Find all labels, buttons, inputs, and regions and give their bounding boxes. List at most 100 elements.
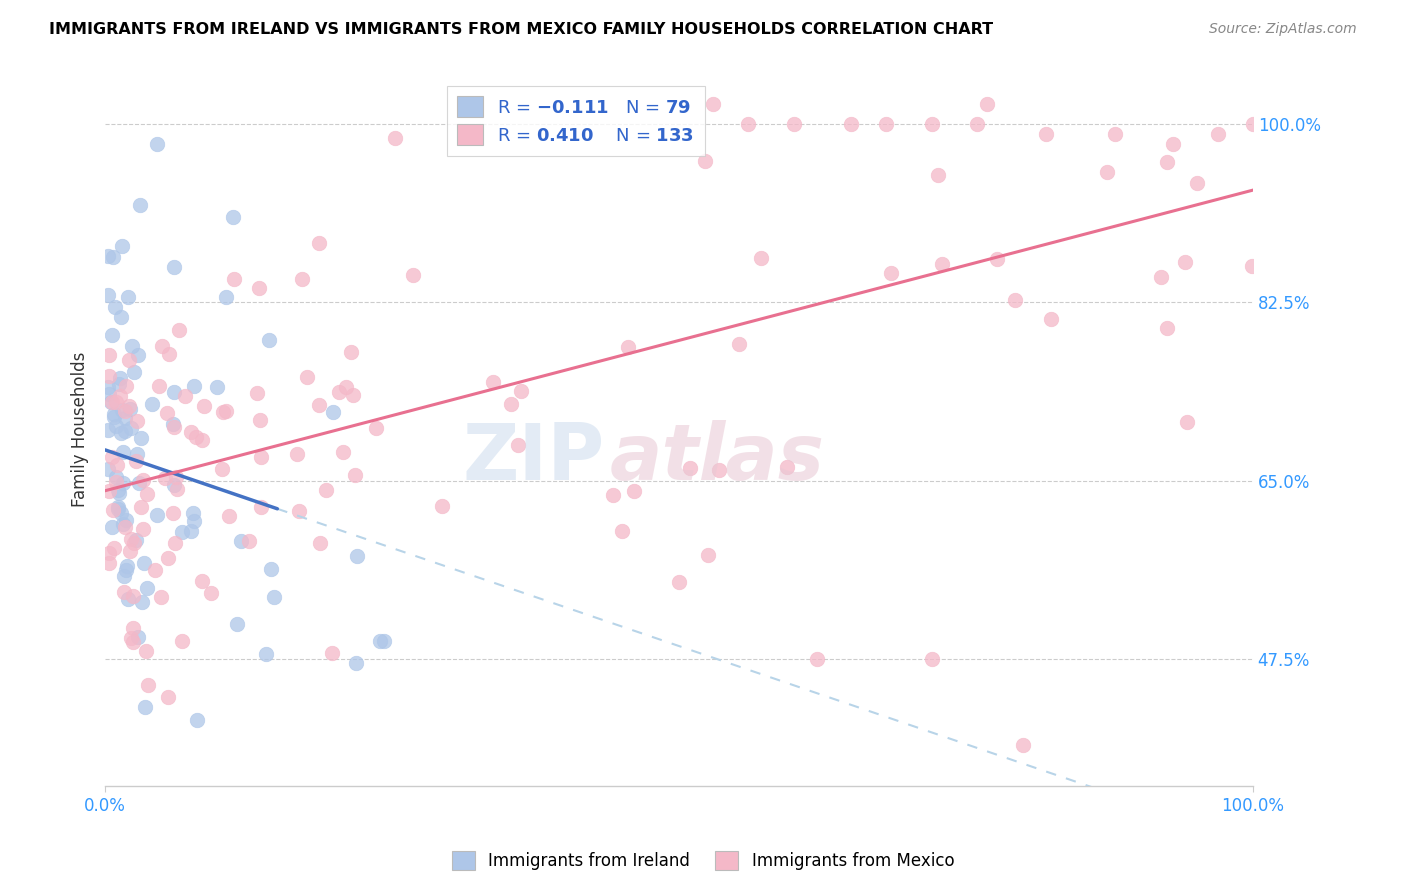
Point bbox=[101, 520, 124, 534]
Point bbox=[1208, 127, 1230, 141]
Point bbox=[328, 384, 350, 399]
Point bbox=[118, 543, 141, 558]
Point bbox=[146, 137, 169, 152]
Point bbox=[224, 272, 246, 286]
Point bbox=[254, 647, 277, 661]
Point bbox=[108, 486, 131, 500]
Point bbox=[344, 657, 367, 671]
Point bbox=[222, 211, 245, 225]
Point bbox=[308, 235, 330, 250]
Point bbox=[131, 594, 153, 608]
Point bbox=[162, 420, 184, 434]
Point bbox=[1156, 321, 1178, 335]
Point bbox=[132, 556, 155, 570]
Point bbox=[107, 483, 129, 497]
Point bbox=[668, 575, 690, 590]
Point bbox=[257, 333, 280, 347]
Point bbox=[97, 546, 120, 560]
Point bbox=[180, 425, 202, 439]
Point bbox=[163, 535, 186, 549]
Point bbox=[120, 532, 142, 546]
Point bbox=[163, 385, 186, 400]
Point bbox=[153, 471, 176, 485]
Point bbox=[295, 370, 318, 384]
Text: Source: ZipAtlas.com: Source: ZipAtlas.com bbox=[1209, 22, 1357, 37]
Point bbox=[373, 633, 395, 648]
Point bbox=[121, 589, 143, 603]
Point bbox=[157, 346, 180, 360]
Point bbox=[218, 509, 240, 524]
Point bbox=[602, 488, 624, 502]
Text: atlas: atlas bbox=[610, 420, 825, 496]
Point bbox=[921, 652, 943, 666]
Point bbox=[211, 404, 233, 418]
Point bbox=[931, 257, 953, 271]
Point bbox=[156, 406, 179, 420]
Point bbox=[186, 713, 208, 727]
Point bbox=[128, 198, 150, 212]
Point bbox=[114, 403, 136, 417]
Point bbox=[111, 239, 134, 253]
Point bbox=[117, 399, 139, 413]
Point bbox=[285, 446, 308, 460]
Point bbox=[101, 250, 124, 264]
Point bbox=[1040, 312, 1063, 326]
Point bbox=[616, 340, 638, 354]
Point bbox=[162, 507, 184, 521]
Point bbox=[105, 418, 128, 433]
Point bbox=[749, 252, 772, 266]
Point bbox=[96, 462, 118, 476]
Point bbox=[107, 376, 129, 391]
Point bbox=[308, 536, 330, 550]
Point bbox=[193, 400, 215, 414]
Point bbox=[1104, 127, 1126, 141]
Point bbox=[111, 475, 134, 490]
Point bbox=[121, 338, 143, 352]
Point bbox=[1174, 255, 1197, 269]
Point bbox=[1185, 176, 1208, 190]
Point bbox=[166, 482, 188, 496]
Point bbox=[117, 290, 139, 304]
Point bbox=[183, 379, 205, 393]
Point bbox=[127, 630, 149, 644]
Point bbox=[134, 700, 156, 714]
Point bbox=[114, 424, 136, 438]
Point bbox=[101, 394, 124, 409]
Point bbox=[107, 501, 129, 516]
Point bbox=[100, 395, 122, 409]
Point bbox=[112, 569, 135, 583]
Point bbox=[115, 563, 138, 577]
Point bbox=[110, 506, 132, 520]
Point bbox=[129, 431, 152, 445]
Point bbox=[315, 483, 337, 497]
Point bbox=[105, 395, 128, 409]
Point bbox=[101, 450, 124, 464]
Point bbox=[110, 371, 132, 385]
Point bbox=[114, 520, 136, 534]
Point bbox=[132, 523, 155, 537]
Point bbox=[96, 287, 118, 301]
Point bbox=[482, 375, 505, 389]
Point bbox=[112, 517, 135, 532]
Point bbox=[180, 524, 202, 538]
Point bbox=[335, 380, 357, 394]
Point bbox=[783, 117, 806, 131]
Point bbox=[120, 421, 142, 435]
Point bbox=[135, 644, 157, 658]
Point bbox=[384, 130, 406, 145]
Point bbox=[125, 454, 148, 468]
Point bbox=[263, 590, 285, 604]
Text: ZIP: ZIP bbox=[463, 420, 605, 496]
Point bbox=[1035, 127, 1057, 141]
Point bbox=[143, 563, 166, 577]
Point bbox=[103, 541, 125, 555]
Point bbox=[707, 462, 730, 476]
Point bbox=[105, 458, 128, 472]
Point bbox=[308, 398, 330, 412]
Point bbox=[776, 459, 799, 474]
Point bbox=[165, 470, 187, 484]
Point bbox=[108, 389, 131, 403]
Point bbox=[110, 310, 132, 325]
Point bbox=[697, 549, 720, 563]
Point bbox=[368, 634, 391, 648]
